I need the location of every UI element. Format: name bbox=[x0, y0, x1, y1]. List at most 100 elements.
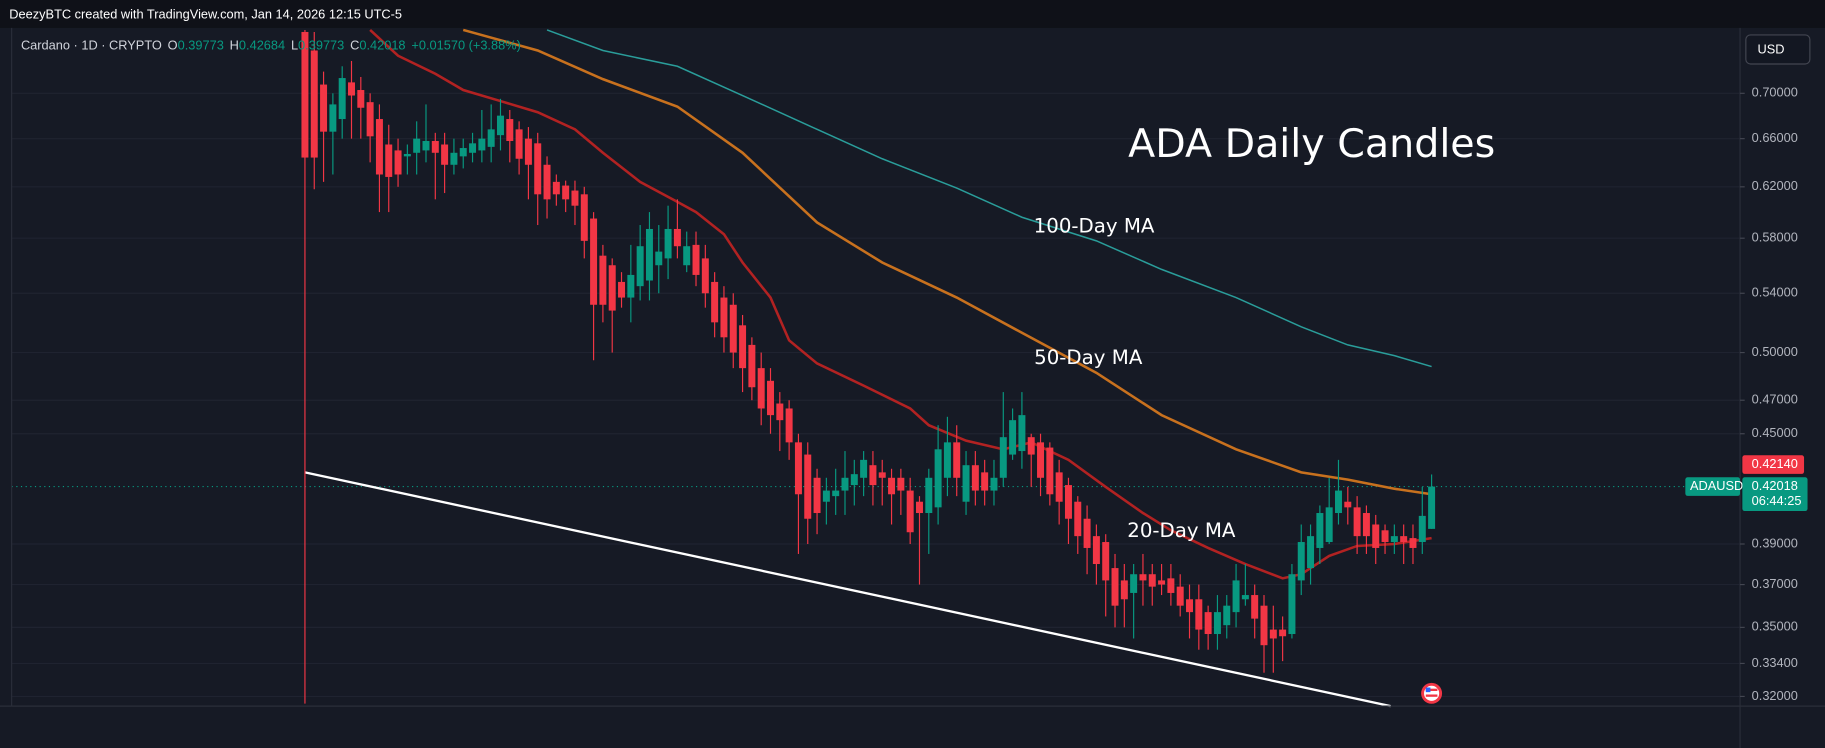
legend-key: L bbox=[291, 38, 298, 53]
candle-body bbox=[813, 477, 821, 514]
candle-body bbox=[394, 150, 402, 175]
candle-body bbox=[422, 140, 430, 151]
candle-body bbox=[953, 442, 961, 478]
candle-body bbox=[478, 138, 486, 151]
candle-body bbox=[1223, 605, 1231, 626]
candle-body bbox=[320, 84, 328, 132]
ticker-tag bbox=[1685, 477, 1741, 496]
candle-body bbox=[1027, 437, 1035, 455]
candle-body bbox=[925, 477, 933, 514]
candle-body bbox=[1055, 472, 1063, 502]
candle-body bbox=[897, 477, 905, 491]
candle-body bbox=[1195, 599, 1203, 630]
candle-body bbox=[673, 228, 681, 247]
candle-body bbox=[1204, 612, 1212, 635]
candle-body bbox=[580, 194, 588, 241]
candle-body bbox=[636, 246, 644, 287]
candle-body bbox=[1400, 536, 1408, 543]
candle-body bbox=[1325, 507, 1333, 543]
candle-body bbox=[1232, 580, 1240, 613]
candle-body bbox=[841, 477, 849, 491]
candle-body bbox=[506, 119, 514, 141]
candle-body bbox=[915, 501, 923, 514]
candle-body bbox=[776, 403, 784, 421]
candle-body bbox=[571, 190, 579, 206]
candle-body bbox=[1409, 538, 1417, 548]
candle-body bbox=[692, 244, 700, 275]
y-tick-label: 0.32000 bbox=[1752, 688, 1798, 703]
candle-body bbox=[757, 368, 765, 409]
y-tick-label: 0.58000 bbox=[1752, 230, 1798, 245]
candle-body bbox=[608, 265, 616, 311]
candle-body bbox=[1251, 595, 1259, 619]
candle-body bbox=[981, 472, 989, 491]
ma-label: 100-Day MA bbox=[1034, 214, 1155, 237]
candle-body bbox=[487, 129, 495, 147]
candle-body bbox=[431, 140, 439, 153]
candle-body bbox=[450, 152, 458, 165]
candle-body bbox=[496, 115, 504, 136]
candle-body bbox=[1381, 530, 1389, 543]
candle-body bbox=[1288, 574, 1296, 635]
candle-body bbox=[1148, 574, 1156, 587]
candle-body bbox=[711, 281, 719, 323]
candle-body bbox=[645, 228, 653, 281]
legend-change: +0.01570 (+3.88%) bbox=[411, 38, 520, 53]
price-tag-label: 0.42018 bbox=[1752, 478, 1798, 493]
candle-body bbox=[366, 102, 374, 137]
ma-line bbox=[462, 28, 1432, 496]
ma-line bbox=[546, 29, 1432, 368]
candle-body bbox=[441, 144, 449, 165]
candle-body bbox=[329, 104, 337, 132]
candle-body bbox=[720, 297, 728, 338]
candle-body bbox=[1167, 578, 1175, 593]
candle-body bbox=[1372, 524, 1380, 548]
y-tick-label: 0.70000 bbox=[1752, 85, 1798, 100]
candle-body bbox=[664, 228, 672, 259]
candle-body bbox=[413, 138, 421, 153]
ma-label: 50-Day MA bbox=[1034, 346, 1143, 369]
candle-body bbox=[1111, 568, 1119, 606]
candle-body bbox=[962, 465, 970, 502]
candle-body bbox=[385, 144, 393, 177]
candle-body bbox=[1428, 486, 1436, 529]
countdown-label: 06:44:25 bbox=[1752, 493, 1802, 508]
candle-body bbox=[515, 129, 523, 159]
candle-body bbox=[1130, 574, 1138, 593]
header-bar bbox=[0, 0, 1825, 28]
candle-body bbox=[1260, 605, 1268, 646]
legend-value: 0.39773 bbox=[178, 38, 224, 53]
legend-value: 0.42684 bbox=[239, 38, 285, 53]
legend-key: C bbox=[350, 38, 359, 53]
candle-body bbox=[1418, 515, 1426, 543]
candle-body bbox=[524, 138, 532, 165]
candle-body bbox=[1139, 574, 1147, 581]
candle-body bbox=[459, 148, 467, 157]
candle-body bbox=[683, 246, 691, 266]
candle-body bbox=[1316, 513, 1324, 548]
candle-body bbox=[1064, 485, 1072, 519]
legend-key: O bbox=[168, 38, 178, 53]
candle-body bbox=[1297, 542, 1305, 581]
currency-label[interactable]: USD bbox=[1757, 41, 1784, 56]
candle-body bbox=[618, 281, 626, 298]
candle-body bbox=[906, 490, 914, 533]
y-tick-label: 0.45000 bbox=[1752, 425, 1798, 440]
candle-body bbox=[348, 82, 355, 96]
candle-body bbox=[338, 78, 346, 120]
y-tick-label: 0.50000 bbox=[1752, 344, 1798, 359]
candle-body bbox=[794, 442, 802, 495]
currency-button[interactable] bbox=[1745, 34, 1811, 65]
legend-symbol: Cardano · 1D · CRYPTO bbox=[21, 38, 162, 53]
candle-body bbox=[301, 31, 309, 158]
candle-body bbox=[403, 153, 411, 157]
candle-body bbox=[590, 218, 598, 305]
candle-body bbox=[552, 181, 560, 195]
candle-body bbox=[1046, 447, 1054, 495]
candle-body bbox=[543, 164, 551, 200]
candle-body bbox=[943, 442, 951, 478]
grid bbox=[11, 92, 1741, 698]
candle-body bbox=[1176, 586, 1184, 606]
candle-body bbox=[739, 325, 747, 369]
